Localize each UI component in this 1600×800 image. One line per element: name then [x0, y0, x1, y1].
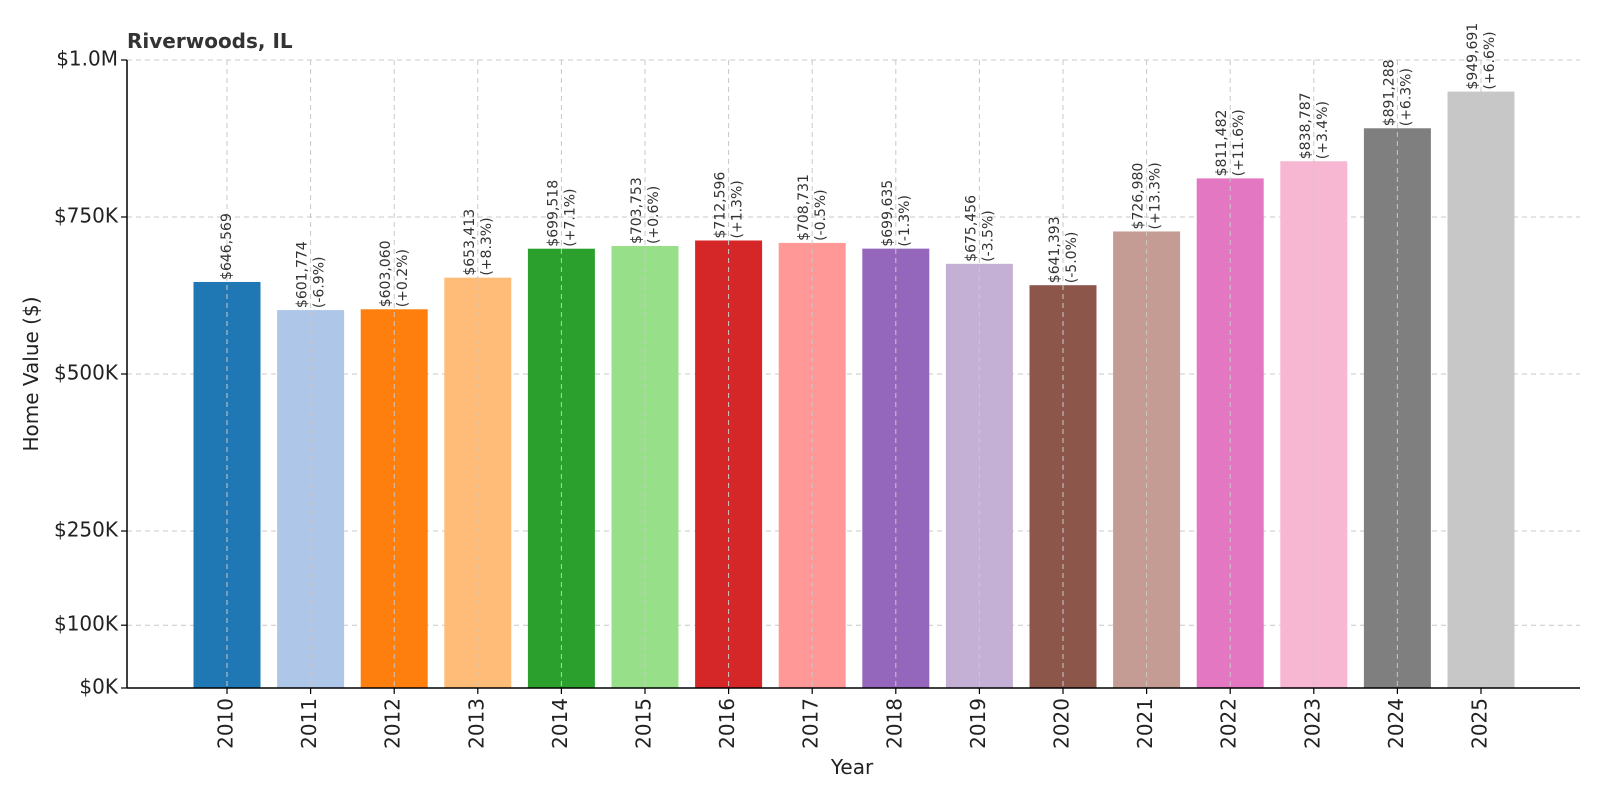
- change-label: (-1.3%): [897, 195, 913, 247]
- x-tick-label: 2022: [1217, 698, 1241, 749]
- x-tick-label: 2024: [1384, 698, 1408, 749]
- y-axis-title: Home Value ($): [19, 296, 43, 451]
- value-label: $699,518: [545, 180, 561, 247]
- x-tick-labels: 2010 2011 2012 2013 2014 2015 2016 2017 2018 2019…: [214, 688, 1492, 749]
- value-label: $811,482: [1214, 110, 1230, 177]
- value-label: $641,393: [1047, 216, 1063, 283]
- value-label: $891,288: [1381, 59, 1397, 126]
- value-label: $653,413: [462, 209, 478, 276]
- change-label: (+6.6%): [1482, 31, 1498, 89]
- x-tick-label: 2023: [1300, 698, 1324, 749]
- value-label: $601,774: [295, 241, 311, 308]
- x-tick-label: 2025: [1468, 698, 1492, 749]
- bar-2011: [277, 310, 345, 688]
- change-label: (+7.1%): [562, 188, 578, 246]
- change-label: (+3.4%): [1315, 101, 1331, 159]
- chart-title: Riverwoods, IL: [127, 29, 293, 53]
- y-tick-label: $0K: [79, 675, 118, 699]
- grid-lines: [127, 59, 1580, 626]
- value-label: $726,980: [1131, 163, 1147, 230]
- value-label: $838,787: [1298, 92, 1314, 159]
- x-tick-label: 2019: [966, 698, 990, 749]
- value-label: $703,753: [629, 177, 645, 244]
- x-tick-label: 2012: [381, 698, 405, 749]
- y-tick-label: $100K: [54, 612, 119, 636]
- change-label: (+13.3%): [1148, 162, 1164, 229]
- bars: [193, 91, 1515, 689]
- x-tick-label: 2015: [632, 698, 656, 749]
- x-tick-label: 2017: [799, 698, 823, 749]
- data-labels: $646,569 $601,774 (-6.9%) $603,060 (+0.2%) $6…: [219, 23, 1498, 308]
- change-label: (-0.5%): [813, 189, 829, 241]
- change-label: (+1.3%): [730, 180, 746, 238]
- value-label: $712,596: [713, 172, 729, 239]
- change-label: (-5.0%): [1064, 232, 1080, 284]
- y-tick-label: $250K: [54, 518, 119, 542]
- x-axis-title: Year: [830, 755, 874, 779]
- value-label: $603,060: [378, 240, 394, 307]
- value-label: $675,456: [963, 195, 979, 262]
- x-tick-label: 2016: [715, 698, 739, 749]
- y-tick-label: $750K: [54, 204, 119, 228]
- value-label: $708,731: [796, 174, 812, 241]
- bar-2012: [360, 309, 428, 688]
- value-label: $949,691: [1465, 23, 1481, 90]
- x-tick-label: 2020: [1050, 698, 1074, 749]
- change-label: (+6.3%): [1398, 68, 1414, 126]
- x-tick-label: 2018: [882, 698, 906, 749]
- value-label: $699,635: [880, 180, 896, 247]
- x-tick-label: 2021: [1133, 698, 1157, 749]
- y-tick-labels: $0K $100K $250K $500K $750K $1.0M: [54, 47, 127, 699]
- change-label: (-6.9%): [312, 257, 328, 309]
- y-tick-label: $1.0M: [56, 47, 118, 71]
- x-tick-label: 2010: [214, 698, 238, 749]
- change-label: (+0.6%): [646, 186, 662, 244]
- y-tick-label: $500K: [54, 361, 119, 385]
- x-tick-label: 2014: [548, 698, 572, 749]
- change-label: (+11.6%): [1231, 109, 1247, 176]
- change-label: (+8.3%): [479, 217, 495, 275]
- value-label: $646,569: [219, 213, 235, 280]
- x-tick-label: 2011: [297, 698, 321, 749]
- change-label: (-3.5%): [980, 210, 996, 262]
- x-tick-label: 2013: [464, 698, 488, 749]
- change-label: (+0.2%): [395, 249, 411, 307]
